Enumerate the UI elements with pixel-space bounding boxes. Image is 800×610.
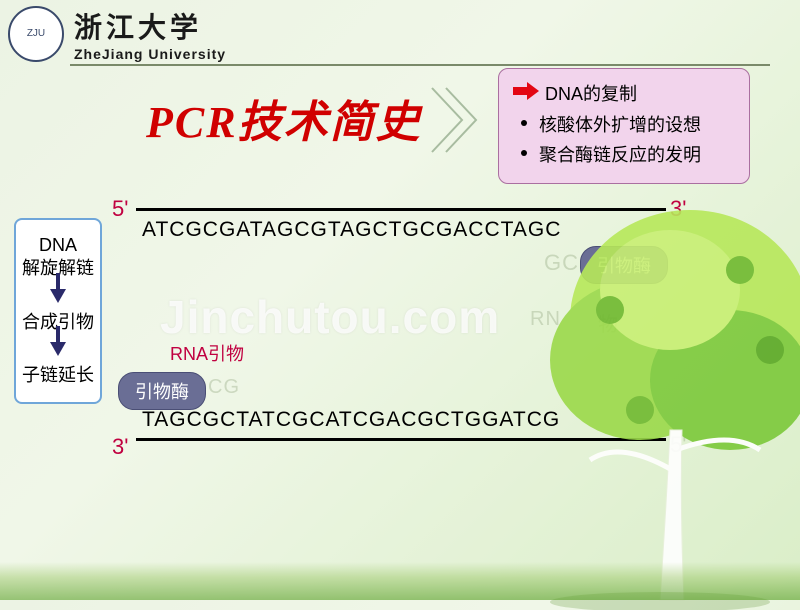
university-name-cn: 浙江大学 bbox=[74, 6, 226, 46]
five-prime-bottom-faded: 5' bbox=[670, 432, 686, 458]
callout-item-2: 核酸体外扩增的设想 bbox=[513, 110, 737, 141]
grass-footer bbox=[0, 562, 800, 600]
university-name-en: ZheJiang University bbox=[74, 46, 226, 62]
three-prime-bottom: 3' bbox=[112, 434, 128, 460]
faded-rn: RN bbox=[530, 308, 561, 331]
bottom-strand-line bbox=[136, 438, 666, 441]
primase-pill-bottom: 引物酶 bbox=[118, 372, 206, 410]
title-bracket-icon bbox=[428, 84, 500, 156]
university-names: 浙江大学 ZheJiang University bbox=[74, 6, 226, 62]
bullet-icon bbox=[521, 150, 527, 156]
callout-item-3: 聚合酶链反应的发明 bbox=[513, 140, 737, 171]
flow-step-3: 子链延长 bbox=[20, 364, 96, 387]
faded-wu: 物 bbox=[598, 308, 619, 337]
faded-cg: CG bbox=[208, 376, 240, 399]
three-prime-top: 3' bbox=[670, 196, 686, 222]
callout-item-1: DNA的复制 bbox=[513, 79, 737, 110]
bullet-icon bbox=[521, 120, 527, 126]
down-arrow-icon bbox=[50, 289, 66, 303]
five-prime-top: 5' bbox=[112, 196, 128, 222]
top-strand-line bbox=[136, 208, 666, 211]
down-arrow-icon bbox=[50, 342, 66, 356]
callout-text-2: 核酸体外扩增的设想 bbox=[539, 110, 701, 141]
logo-text: ZJU bbox=[27, 29, 45, 39]
watermark: Jinchutou.com bbox=[160, 290, 500, 344]
slide-title: PCR技术简史 bbox=[146, 86, 422, 150]
history-callout: DNA的复制 核酸体外扩增的设想 聚合酶链反应的发明 bbox=[498, 68, 750, 184]
bottom-sequence: TAGCGCTATCGCATCGACGCTGGATCG bbox=[142, 408, 560, 432]
header: ZJU 浙江大学 ZheJiang University bbox=[8, 6, 226, 62]
faded-gc: GC bbox=[544, 250, 579, 276]
dna-replication-flow: DNA 解旋解链 合成引物 子链延长 bbox=[14, 218, 102, 404]
arrow-right-icon bbox=[513, 84, 539, 98]
callout-text-1: DNA的复制 bbox=[545, 79, 637, 110]
university-logo: ZJU bbox=[8, 6, 64, 62]
top-sequence: ATCGCGATAGCGTAGCTGCGACCTAGC bbox=[142, 218, 561, 242]
callout-text-3: 聚合酶链反应的发明 bbox=[539, 140, 701, 171]
primase-pill-top: 引物酶 bbox=[580, 246, 668, 284]
header-divider bbox=[70, 64, 770, 66]
